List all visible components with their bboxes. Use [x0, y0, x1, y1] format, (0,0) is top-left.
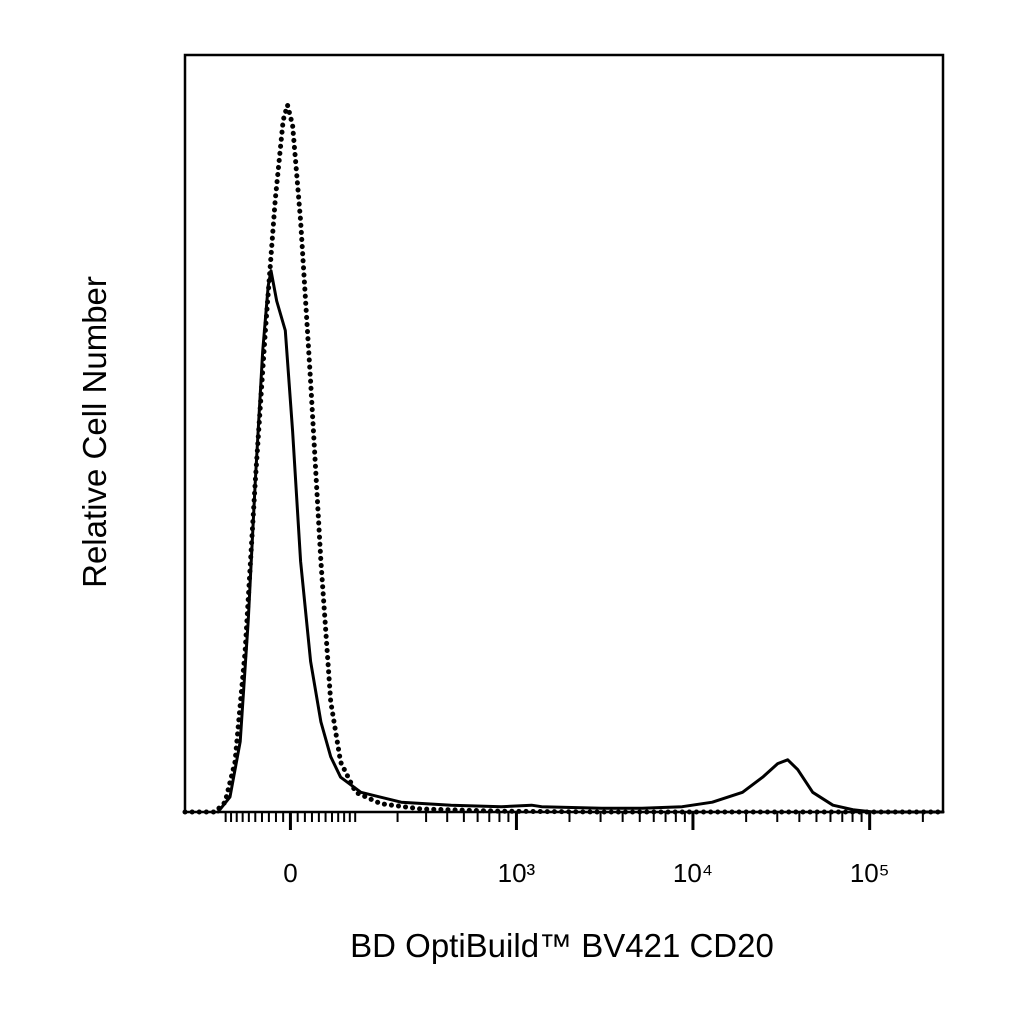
x-axis-label: BD OptiBuild™ BV421 CD20	[350, 927, 774, 964]
y-axis-label: Relative Cell Number	[76, 276, 113, 588]
x-tick-label: 10³	[498, 858, 536, 888]
x-tick-label: 10⁴	[673, 858, 713, 888]
x-tick-label: 0	[283, 858, 297, 888]
histogram-line	[216, 269, 945, 814]
x-tick-label: 10⁵	[850, 858, 890, 888]
histogram-line	[182, 102, 946, 815]
